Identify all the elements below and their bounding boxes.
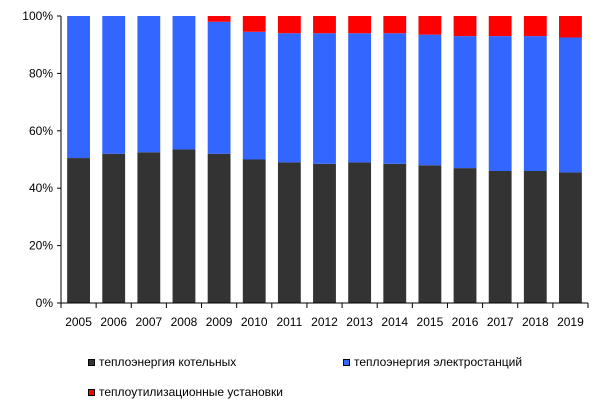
legend-label-boilers: теплоэнергия котельных [99,355,237,369]
x-tick-label-2013: 2013 [346,315,373,329]
bar-2014-series-1 [383,33,407,164]
legend-item-heat-recovery: теплоутилизационные установки [88,385,283,399]
bar-2012-series-0 [313,163,336,303]
bar-2011-series-2 [277,16,301,34]
bar-2007-series-0 [137,152,161,303]
x-tick-label-2019: 2019 [557,315,584,329]
bar-2009-series-0 [207,153,231,303]
bar-2014-series-2 [383,16,407,34]
bar-2016-series-1 [453,36,477,169]
legend-item-boilers: теплоэнергия котельных [88,355,236,369]
bar-2017-series-2 [488,16,512,37]
bar-2018-series-0 [523,170,547,303]
legend-swatch-heat-recovery [88,388,95,396]
bar-2009-series-1 [207,21,231,154]
y-tick-label-0: 0% [36,296,54,310]
bar-2009-series-2 [207,16,231,22]
y-tick-label-3: 60% [29,124,53,138]
bar-2006-series-0 [102,153,126,303]
bar-2008-series-1 [172,16,196,150]
bar-2016-series-0 [453,168,477,303]
x-tick-label-2008: 2008 [171,315,198,329]
x-tick-label-2010: 2010 [241,315,268,329]
bar-2013-series-0 [348,162,372,303]
bar-2018-series-1 [523,36,547,171]
x-tick-label-2009: 2009 [206,315,233,329]
y-tick-label-1: 20% [29,239,53,253]
bar-2019-series-0 [559,172,582,303]
x-tick-label-2017: 2017 [487,315,514,329]
x-tick-label-2005: 2005 [65,315,92,329]
bar-2005-series-1 [67,16,90,159]
bar-2006-series-1 [102,16,126,154]
x-tick-label-2018: 2018 [522,315,549,329]
bar-2015-series-2 [418,16,442,35]
y-tick-label-2: 40% [29,181,53,195]
bar-2011-series-0 [277,162,301,303]
bar-2018-series-2 [523,16,547,37]
x-tick-label-2016: 2016 [452,315,479,329]
x-tick-label-2014: 2014 [381,315,408,329]
y-tick-label-5: 100% [22,9,53,23]
legend-swatch-boilers [88,358,95,366]
bar-2019-series-2 [559,16,582,38]
bar-2008-series-0 [172,149,196,303]
bar-2019-series-1 [559,37,582,173]
bar-2012-series-1 [313,33,336,164]
x-tick-label-2012: 2012 [311,315,338,329]
bar-2010-series-1 [242,31,266,160]
x-tick-label-2015: 2015 [417,315,444,329]
bar-2016-series-2 [453,16,477,37]
bar-2013-series-1 [348,33,372,163]
x-tick-label-2007: 2007 [135,315,162,329]
bar-2014-series-0 [383,163,407,303]
bar-2017-series-0 [488,170,512,303]
x-tick-label-2006: 2006 [100,315,127,329]
bar-2011-series-1 [277,33,301,163]
bar-2007-series-1 [137,16,161,153]
bar-2012-series-2 [313,16,336,34]
legend-label-power-plants: теплоэнергия электростанций [354,355,523,369]
bar-2017-series-1 [488,36,512,171]
y-tick-label-4: 80% [29,66,53,80]
legend-label-heat-recovery: теплоутилизационные установки [99,385,283,399]
bar-2013-series-2 [348,16,372,34]
bar-2015-series-1 [418,34,442,166]
bar-2010-series-2 [242,16,266,32]
bar-2005-series-0 [67,158,90,303]
bar-2010-series-0 [242,159,266,303]
x-tick-label-2011: 2011 [276,315,302,329]
legend-swatch-power-plants [343,358,350,366]
legend-item-power-plants: теплоэнергия электростанций [343,355,522,369]
bar-2015-series-0 [418,165,442,303]
